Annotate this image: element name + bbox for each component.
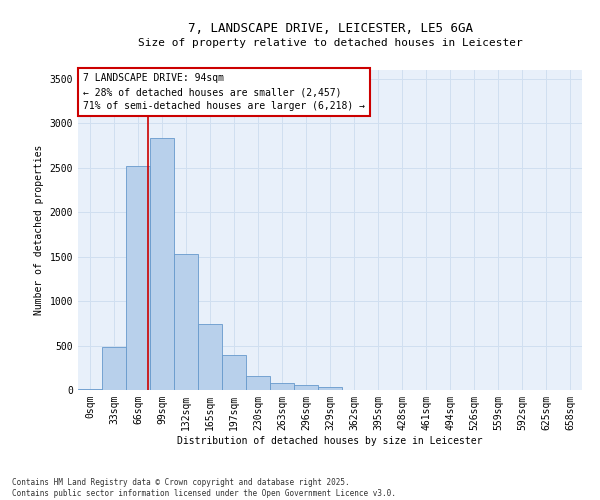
Bar — [174, 254, 198, 390]
Bar — [102, 348, 126, 390]
Y-axis label: Number of detached properties: Number of detached properties — [34, 145, 44, 315]
Bar — [150, 138, 174, 390]
Text: Size of property relative to detached houses in Leicester: Size of property relative to detached ho… — [137, 38, 523, 48]
Bar — [78, 389, 102, 390]
Bar — [270, 383, 294, 390]
Bar — [222, 356, 246, 390]
Bar — [246, 376, 270, 390]
Text: Contains HM Land Registry data © Crown copyright and database right 2025.
Contai: Contains HM Land Registry data © Crown c… — [12, 478, 396, 498]
Bar — [318, 388, 342, 390]
Bar — [198, 324, 222, 390]
Text: 7 LANDSCAPE DRIVE: 94sqm
← 28% of detached houses are smaller (2,457)
71% of sem: 7 LANDSCAPE DRIVE: 94sqm ← 28% of detach… — [83, 73, 365, 111]
X-axis label: Distribution of detached houses by size in Leicester: Distribution of detached houses by size … — [177, 436, 483, 446]
Bar — [294, 385, 318, 390]
Bar — [126, 166, 150, 390]
Text: 7, LANDSCAPE DRIVE, LEICESTER, LE5 6GA: 7, LANDSCAPE DRIVE, LEICESTER, LE5 6GA — [187, 22, 473, 36]
